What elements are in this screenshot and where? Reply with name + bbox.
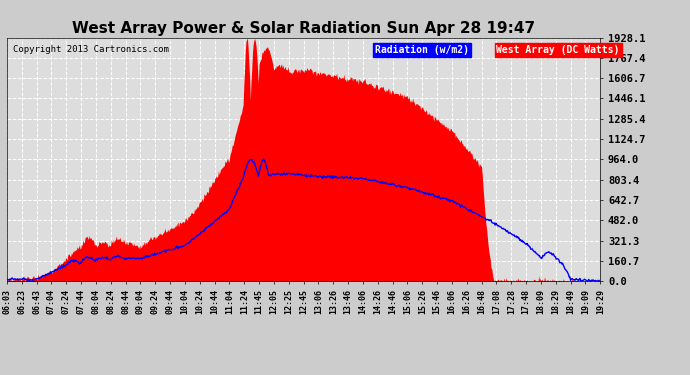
Text: Radiation (w/m2): Radiation (w/m2) (375, 45, 469, 55)
Text: West Array (DC Watts): West Array (DC Watts) (496, 45, 620, 55)
Text: Copyright 2013 Cartronics.com: Copyright 2013 Cartronics.com (13, 45, 169, 54)
Title: West Array Power & Solar Radiation Sun Apr 28 19:47: West Array Power & Solar Radiation Sun A… (72, 21, 535, 36)
